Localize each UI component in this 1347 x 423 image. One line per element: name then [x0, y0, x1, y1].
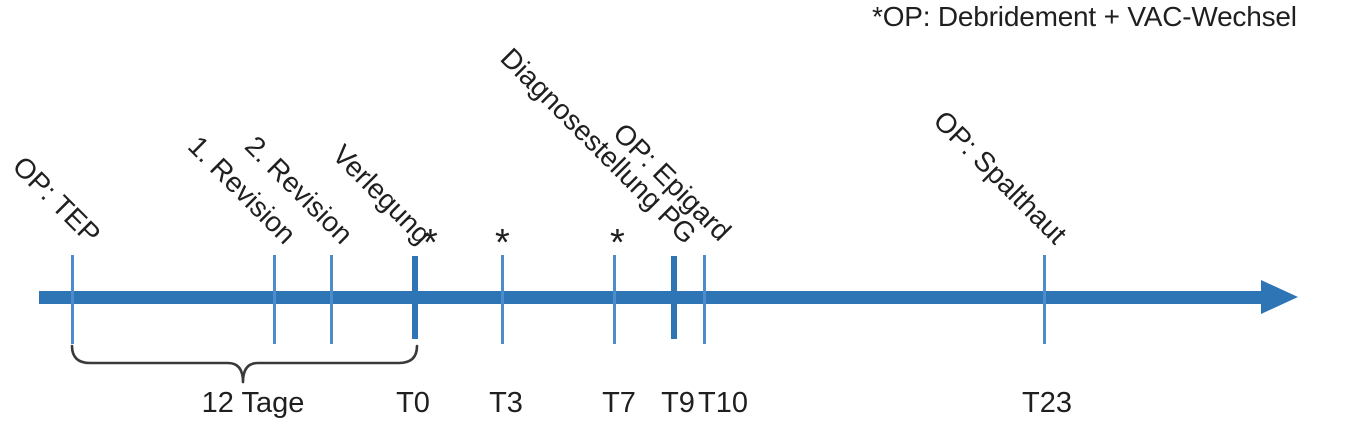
event-label-op-spalthaut: OP: Spalthaut: [927, 104, 1073, 250]
event-label-op-tep: OP: TEP: [6, 149, 107, 250]
tick-t7: [613, 255, 616, 344]
vac-op-marker-t3: *: [495, 222, 510, 264]
duration-bracket: [70, 344, 419, 384]
tick-t10: [703, 255, 706, 344]
timeline-axis: [39, 291, 1266, 304]
day-label-t23: T23: [1022, 387, 1072, 419]
day-label-t7: T7: [602, 387, 636, 419]
day-label-t10: T10: [698, 387, 748, 419]
vac-op-marker-t7: *: [610, 222, 625, 264]
day-label-t9: T9: [661, 387, 695, 419]
legend-note: *OP: Debridement + VAC-Wechsel: [872, 1, 1297, 32]
vac-op-marker-t0: *: [423, 222, 438, 264]
arrow-head-icon: [1261, 280, 1298, 314]
tick-t23: [1043, 255, 1046, 344]
day-label-t3: T3: [489, 387, 523, 419]
duration-label: 12 Tage: [201, 387, 305, 419]
tick-revision-1: [273, 255, 276, 344]
event-label-diagnose-pg: Diagnosestellung PG: [494, 41, 703, 250]
day-label-t0: T0: [396, 387, 430, 419]
tick-t0: [412, 256, 418, 339]
tick-op-tep: [71, 255, 74, 344]
tick-revision-2: [330, 255, 333, 344]
tick-t3: [501, 255, 504, 344]
tick-t9: [671, 256, 677, 339]
